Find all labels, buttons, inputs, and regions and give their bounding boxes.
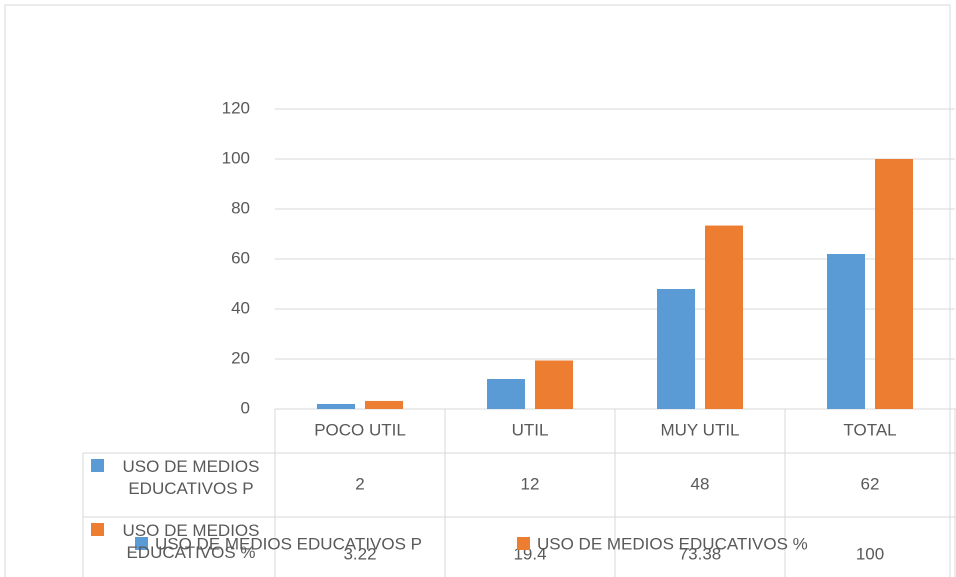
x-tick-label: POCO UTIL	[314, 420, 406, 439]
table-value: 73.38	[679, 544, 722, 563]
table-value: 48	[691, 474, 710, 493]
y-tick-label: 0	[241, 398, 250, 417]
series-name: USO DE MEDIOS EDUCATIVOS P	[122, 457, 260, 498]
bar	[365, 400, 403, 409]
y-tick-label: 100	[222, 148, 250, 167]
bar	[705, 225, 743, 409]
x-tick-label: TOTAL	[843, 420, 896, 439]
table-value: 100	[856, 544, 884, 563]
y-tick-label: 40	[231, 298, 250, 317]
bar	[487, 379, 525, 409]
table-value: 3.22	[343, 544, 376, 563]
y-tick-label: 60	[231, 248, 250, 267]
bar	[317, 404, 355, 409]
y-tick-label: 80	[231, 198, 250, 217]
chart-border	[4, 4, 951, 577]
table-value: 62	[861, 474, 880, 493]
legend-label: USO DE MEDIOS EDUCATIVOS P	[155, 534, 422, 553]
table-row-label: USO DE MEDIOS EDUCATIVOS P	[122, 457, 260, 498]
legend-key	[517, 537, 530, 550]
legend-key	[135, 537, 148, 550]
series-name: USO DE MEDIOS EDUCATIVOS %	[122, 521, 260, 562]
y-tick-label: 120	[222, 98, 250, 117]
bar	[875, 159, 913, 409]
table-value: 12	[521, 474, 540, 493]
bar	[827, 254, 865, 409]
bar	[535, 360, 573, 409]
table-value: 2	[355, 474, 364, 493]
y-tick-label: 20	[231, 348, 250, 367]
table-legend-key	[91, 459, 104, 472]
bar	[657, 289, 695, 409]
table-legend-key	[91, 523, 104, 536]
x-tick-label: UTIL	[512, 420, 549, 439]
x-tick-label: MUY UTIL	[660, 420, 739, 439]
table-row-label: USO DE MEDIOS EDUCATIVOS %	[122, 521, 260, 562]
legend-label: USO DE MEDIOS EDUCATIVOS %	[537, 534, 808, 553]
